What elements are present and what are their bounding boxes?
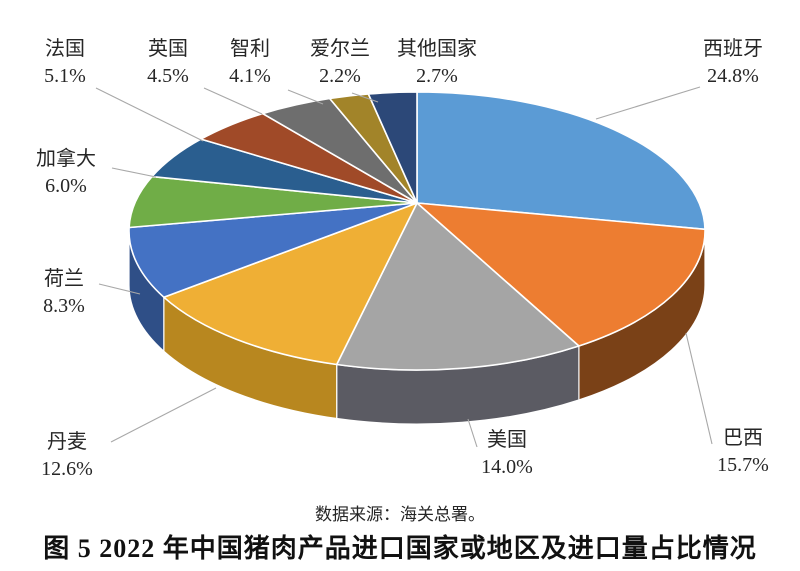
label-other-pct: 2.7% [416, 65, 458, 87]
pie-slice-denmark [163, 202, 418, 366]
leader-line-ireland [351, 92, 379, 103]
pie-side-walls [128, 230, 706, 425]
label-denmark-pct: 12.6% [41, 458, 93, 480]
label-ireland-name: 爱尔兰 [310, 38, 370, 60]
label-chile-pct: 4.1% [229, 65, 271, 87]
label-other-name: 其他国家 [397, 38, 477, 60]
label-spain-name: 西班牙 [703, 38, 763, 60]
label-uk-pct: 4.5% [147, 65, 189, 87]
pie-top-faces [128, 91, 706, 371]
label-canada-pct: 6.0% [45, 175, 87, 197]
pie-slice-brazil [416, 202, 706, 347]
label-usa: 美国 14.0% [457, 427, 557, 481]
leader-line-denmark [110, 387, 217, 443]
label-other: 其他国家 2.7% [382, 36, 492, 90]
label-brazil: 巴西 15.7% [693, 425, 793, 479]
label-denmark: 丹麦 12.6% [17, 429, 117, 483]
label-uk: 英国 4.5% [118, 36, 218, 90]
label-netherlands-pct: 8.3% [43, 295, 85, 317]
label-spain: 西班牙 24.8% [683, 36, 783, 90]
label-uk-name: 英国 [148, 38, 188, 60]
figure-caption: 图 5 2022 年中国猪肉产品进口国家或地区及进口量占比情况 [43, 534, 757, 563]
pie-slice-usa [335, 202, 580, 371]
leader-line-usa [467, 418, 478, 448]
label-ireland: 爱尔兰 2.2% [290, 36, 390, 90]
label-brazil-pct: 15.7% [717, 454, 769, 476]
label-spain-pct: 24.8% [707, 65, 759, 87]
label-france: 法国 5.1% [15, 36, 115, 90]
pie-slice-netherlands [128, 202, 418, 298]
label-brazil-name: 巴西 [723, 427, 763, 449]
label-usa-name: 美国 [487, 429, 527, 451]
label-ireland-pct: 2.2% [319, 65, 361, 87]
pie-slice-spain [416, 91, 706, 231]
leader-line-brazil [685, 332, 713, 445]
label-france-name: 法国 [45, 38, 85, 60]
label-usa-pct: 14.0% [481, 456, 533, 478]
data-source-note: 数据来源：海关总署。 [315, 505, 485, 524]
label-chile: 智利 4.1% [200, 36, 300, 90]
leader-line-canada [111, 167, 157, 178]
leader-line-chile [287, 89, 324, 105]
pie-slice-other [367, 91, 418, 204]
leader-line-uk [203, 87, 263, 115]
label-netherlands-name: 荷兰 [44, 268, 84, 290]
label-netherlands: 荷兰 8.3% [14, 266, 114, 320]
label-chile-name: 智利 [230, 38, 270, 60]
leader-lines [95, 86, 713, 448]
label-canada-name: 加拿大 [36, 148, 96, 170]
label-denmark-name: 丹麦 [47, 431, 87, 453]
leader-line-spain [595, 86, 701, 120]
label-canada: 加拿大 6.0% [16, 146, 116, 200]
leader-line-france [95, 87, 204, 142]
leader-line-netherlands [98, 283, 141, 295]
label-france-pct: 5.1% [44, 65, 86, 87]
